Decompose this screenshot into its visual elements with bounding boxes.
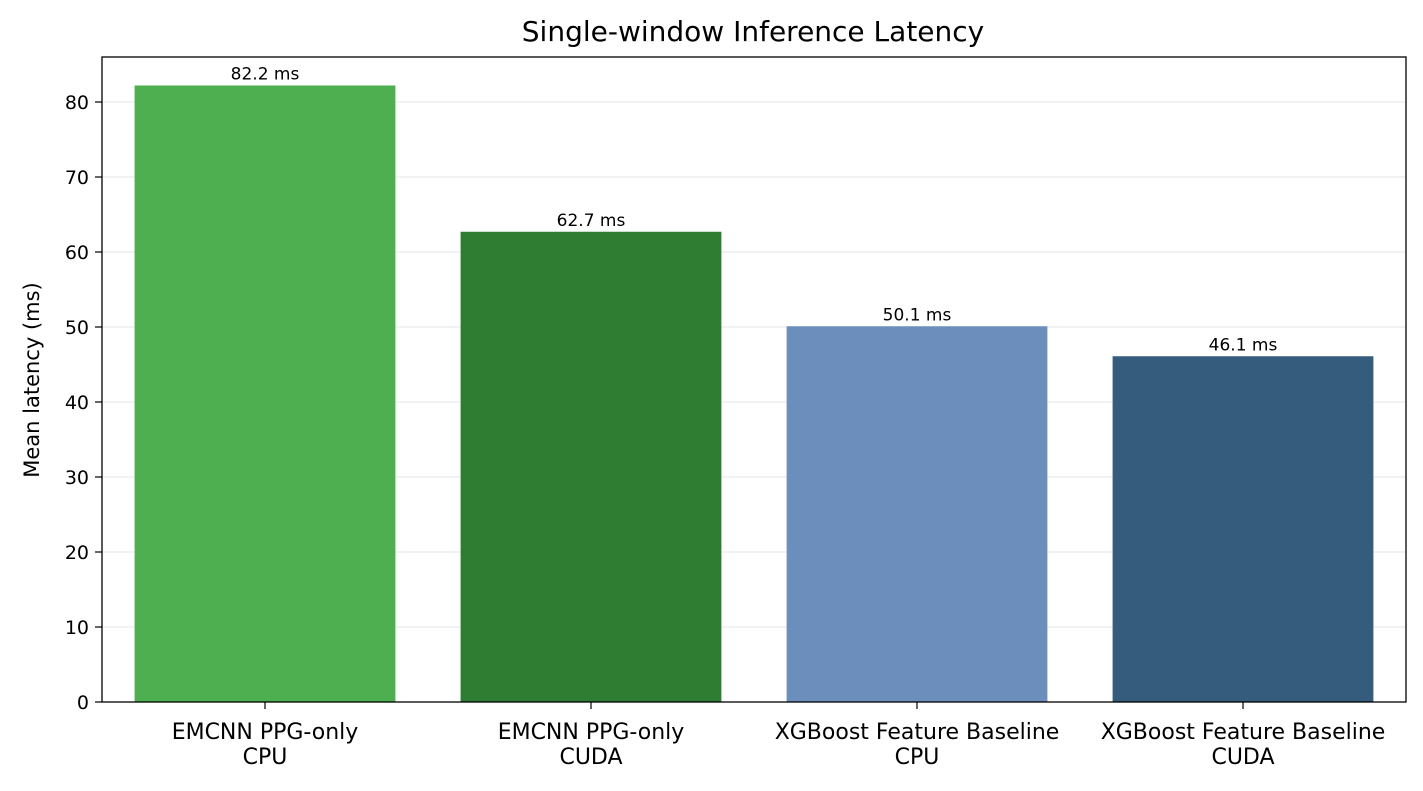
y-tick-label: 40 (65, 392, 89, 414)
x-tick-label: EMCNN PPG-only (498, 720, 685, 745)
data-labels: 82.2 ms 62.7 ms 50.1 ms 46.1 ms (231, 65, 1278, 356)
y-tick-label: 20 (65, 542, 89, 564)
plot-frame (101, 56, 1407, 703)
bar-value-label: 50.1 ms (883, 305, 952, 325)
bar-value-label: 62.7 ms (557, 211, 626, 231)
y-tick-label: 30 (65, 467, 89, 489)
bars (134, 85, 1374, 702)
x-tick-label: CUDA (1211, 745, 1274, 770)
bar (134, 85, 396, 702)
bar (786, 326, 1048, 702)
y-axis-label: Mean latency (ms) (20, 282, 44, 478)
y-tick-label: 0 (77, 692, 89, 714)
chart-title: Single-window Inference Latency (522, 15, 984, 48)
y-tick-label: 70 (65, 167, 89, 189)
y-tick-label: 60 (65, 242, 89, 264)
bar-value-label: 82.2 ms (231, 65, 300, 85)
bar (1112, 356, 1374, 702)
x-tick-label: XGBoost Feature Baseline (1101, 720, 1386, 745)
bar (460, 231, 722, 702)
x-tick-label: EMCNN PPG-only (172, 720, 359, 745)
y-axis-ticks: 0 10 20 30 40 50 60 70 80 (65, 92, 102, 714)
x-tick-label: CPU (895, 745, 940, 770)
y-tick-label: 10 (65, 617, 89, 639)
y-tick-label: 80 (65, 92, 89, 114)
bar-value-label: 46.1 ms (1209, 335, 1278, 355)
x-tick-label: CPU (243, 745, 288, 770)
x-tick-label: CUDA (559, 745, 622, 770)
y-tick-label: 50 (65, 317, 89, 339)
x-tick-label: XGBoost Feature Baseline (775, 720, 1060, 745)
